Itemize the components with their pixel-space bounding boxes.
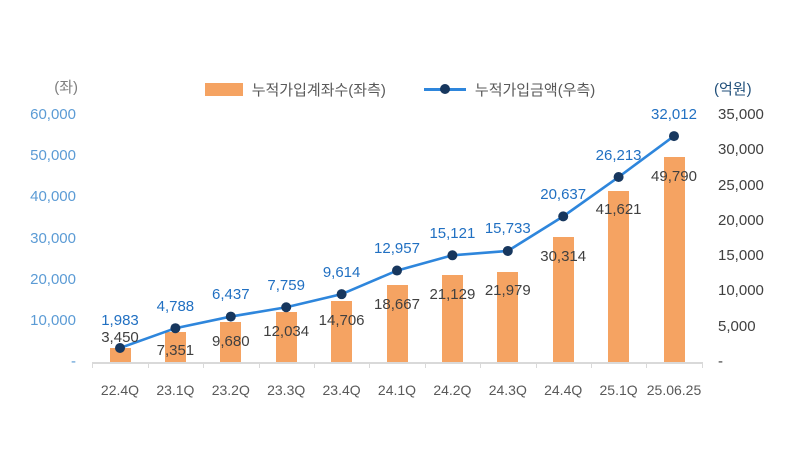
x-axis-tick-mark <box>646 362 648 368</box>
line-point <box>502 245 513 256</box>
line-point <box>447 250 458 261</box>
right-axis-unit: (억원) <box>714 81 752 98</box>
line-value-label: 12,957 <box>374 240 420 258</box>
legend-item-amount: 누적가입금액(우측) <box>423 79 596 100</box>
line-point <box>392 265 402 276</box>
line-point <box>669 131 679 142</box>
x-axis-tick-mark <box>590 362 592 368</box>
legend: 누적가입계좌수(좌측) 누적가입금액(우측) <box>0 79 800 100</box>
bar-value-label: 49,790 <box>651 167 697 185</box>
x-axis-tick-mark <box>480 362 482 368</box>
bar-series-swatch <box>204 82 243 96</box>
x-axis-tick-label: 23.4Q <box>322 382 361 398</box>
x-axis-tick-label: 25.1Q <box>599 382 638 398</box>
bar-value-label: 21,979 <box>484 282 531 300</box>
x-axis-tick-label: 23.3Q <box>267 382 306 398</box>
line-value-label: 1,983 <box>101 311 139 329</box>
x-axis-tick-mark <box>147 362 149 368</box>
x-axis-tick-mark <box>369 362 371 368</box>
line-value-label: 26,213 <box>595 146 642 164</box>
left-axis-tick-label: 30,000 <box>30 229 76 247</box>
left-axis-tick-label: 10,000 <box>30 311 76 329</box>
x-axis-tick-label: 24.3Q <box>488 382 527 398</box>
right-axis-tick-label: 5,000 <box>718 317 756 335</box>
left-axis-tick-label: 20,000 <box>30 270 76 288</box>
x-axis-tick-label: 24.1Q <box>377 382 417 398</box>
left-axis-tick-label: 40,000 <box>30 188 76 206</box>
left-axis-tick-label: 50,000 <box>30 147 76 165</box>
x-axis-tick-mark <box>535 362 537 368</box>
line-series-marker <box>423 83 466 96</box>
right-axis-tick-label: 20,000 <box>718 211 764 229</box>
x-axis-tick-mark <box>313 362 315 368</box>
x-axis-tick-label: 22.4Q <box>100 382 140 398</box>
line-value-label: 32,012 <box>651 105 697 123</box>
x-axis-tick-label: 24.4Q <box>544 382 583 398</box>
right-axis-tick-label: 25,000 <box>718 176 764 194</box>
line-marker-dot <box>439 84 450 94</box>
bar-value-label: 14,706 <box>318 311 365 329</box>
x-axis-tick-mark <box>701 362 703 368</box>
line-point <box>558 211 569 222</box>
line-point <box>613 172 624 183</box>
x-axis-tick-mark <box>258 362 260 368</box>
line-point <box>281 302 292 313</box>
right-axis-tick-label: 15,000 <box>718 247 764 265</box>
line-point <box>225 311 236 322</box>
bar-value-label: 30,314 <box>540 247 587 265</box>
line-point <box>336 289 347 300</box>
bar-value-label: 41,621 <box>595 201 642 219</box>
left-axis-unit: (좌) <box>54 79 78 96</box>
bar <box>663 157 685 362</box>
bar <box>331 301 353 362</box>
x-axis-line <box>92 362 702 364</box>
x-axis-tick-mark <box>92 362 94 368</box>
x-axis-tick-label: 25.06.25 <box>646 382 702 398</box>
line-value-label: 20,637 <box>540 185 587 203</box>
legend-item-accounts: 누적가입계좌수(좌측) <box>204 79 386 100</box>
line-value-label: 4,788 <box>156 297 195 315</box>
left-axis-tick-label: - <box>71 353 76 370</box>
line-value-label: 9,614 <box>322 263 361 281</box>
bar-value-label: 18,667 <box>374 295 420 313</box>
legend-label-amount: 누적가입금액(우측) <box>474 81 596 99</box>
bar-value-label: 12,034 <box>263 322 310 340</box>
line-value-label: 15,121 <box>429 224 476 242</box>
left-axis-tick-label: 60,000 <box>30 106 76 123</box>
x-axis-tick-mark <box>203 362 205 368</box>
bar-value-label: 21,129 <box>429 285 476 303</box>
right-axis-tick-label: 30,000 <box>718 141 764 159</box>
line-value-label: 7,759 <box>267 276 305 294</box>
right-axis-tick-label: 35,000 <box>718 106 764 123</box>
line-value-label: 6,437 <box>212 286 250 304</box>
x-axis-tick-label: 23.2Q <box>211 382 250 398</box>
bar-value-label: 3,450 <box>101 329 139 347</box>
x-axis-tick-label: 24.2Q <box>433 382 472 398</box>
x-axis-tick-mark <box>424 362 426 368</box>
right-axis-tick-label: 10,000 <box>718 282 764 300</box>
line-value-label: 15,733 <box>484 220 531 238</box>
legend-label-accounts: 누적가입계좌수(좌측) <box>251 81 386 99</box>
bar-value-label: 9,680 <box>212 332 250 350</box>
bar <box>109 347 131 362</box>
x-axis-tick-label: 23.1Q <box>156 382 195 398</box>
right-axis-tick-label: - <box>718 353 723 370</box>
bar-value-label: 7,351 <box>156 342 195 360</box>
